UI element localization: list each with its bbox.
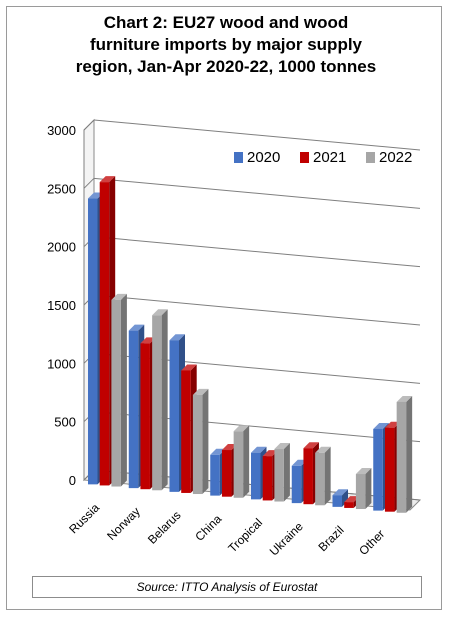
x-tick-label: Belarus (145, 508, 184, 547)
bar-top-norway-2020 (128, 324, 145, 331)
chart-title-line-2: furniture imports by major supply (89, 35, 363, 54)
bar-side-russia-2022 (120, 293, 127, 487)
x-tick-label: China (192, 512, 224, 544)
y-tick-label: 2000 (47, 240, 76, 255)
bar-other-2021 (384, 427, 395, 512)
bar-top-china-2022 (233, 425, 250, 432)
x-tick-label: Brazil (315, 523, 346, 554)
gridline-side (83, 177, 95, 189)
y-tick-label: 0 (69, 473, 76, 488)
legend-swatch-2022 (366, 152, 375, 163)
bar-top-russia-2020 (88, 192, 104, 199)
bar-russia-2020 (88, 198, 98, 485)
bar-brazil-2021 (344, 502, 354, 508)
chart-title: Chart 2: EU27 wood and wood furniture im… (0, 12, 452, 78)
bar-china-2020 (210, 454, 220, 496)
legend-label-2021: 2021 (313, 149, 346, 166)
bar-top-tropical-2022 (274, 443, 290, 450)
x-tick-label: Norway (104, 504, 143, 543)
bar-top-brazil-2021 (344, 496, 360, 503)
bar-top-china-2020 (210, 448, 226, 455)
bar-top-brazil-2022 (355, 468, 372, 475)
chart-title-line-3: region, Jan-Apr 2020-22, 1000 tonnes (75, 57, 377, 76)
gridline (93, 236, 421, 268)
bar-top-tropical-2021 (262, 450, 279, 457)
y-tick-label: 2500 (47, 181, 76, 196)
bar-top-other-2022 (396, 395, 413, 402)
bar-top-tropical-2020 (251, 446, 267, 453)
bar-norway-2021 (140, 343, 150, 490)
x-tick-label: Tropical (225, 516, 265, 556)
x-tick-label: Other (356, 527, 387, 558)
gridline (93, 119, 421, 151)
bar-russia-2022 (111, 299, 121, 487)
bar-side-belarus-2022 (202, 388, 209, 495)
bar-russia-2021 (99, 182, 110, 486)
bar-norway-2022 (152, 315, 162, 491)
bar-top-norway-2022 (152, 309, 168, 316)
bar-top-china-2021 (221, 444, 238, 451)
bar-top-belarus-2021 (181, 364, 197, 371)
bar-tropical-2022 (274, 449, 284, 502)
y-tick-label: 1000 (47, 356, 76, 371)
bar-ukraine-2021 (303, 448, 313, 505)
bar-top-norway-2021 (140, 337, 156, 344)
x-tick-label: Ukraine (267, 519, 306, 558)
bar-side-brazil-2020 (342, 489, 348, 507)
legend-label-2022: 2022 (379, 149, 412, 166)
bar-ukraine-2022 (315, 452, 325, 506)
bar-tropical-2020 (251, 452, 261, 500)
bar-belarus-2020 (169, 340, 179, 492)
bar-top-russia-2021 (99, 176, 116, 183)
bar-side-ukraine-2022 (324, 446, 331, 506)
bar-side-china-2022 (243, 425, 250, 498)
bar-side-norway-2022 (161, 309, 168, 491)
y-tick-label: 1500 (47, 298, 76, 313)
bar-brazil-2022 (355, 474, 366, 510)
bar-norway-2020 (128, 330, 139, 489)
bar-top-ukraine-2020 (291, 459, 308, 466)
bar-top-belarus-2022 (192, 388, 209, 395)
source-note: Source: ITTO Analysis of Eurostat (32, 576, 422, 598)
bar-brazil-2020 (332, 495, 342, 507)
chart-frame (6, 6, 442, 610)
bar-ukraine-2020 (291, 465, 302, 504)
legend-swatch-2020 (234, 152, 243, 163)
bar-other-2020 (373, 428, 383, 511)
y-tick-label: 3000 (47, 123, 76, 138)
bar-china-2022 (233, 431, 244, 498)
bar-china-2021 (221, 450, 232, 497)
bar-top-belarus-2020 (169, 334, 185, 341)
gridline-side (83, 119, 95, 131)
bar-side-other-2022 (406, 395, 413, 513)
bar-top-ukraine-2022 (315, 446, 331, 453)
chart-title-line-1: Chart 2: EU27 wood and wood (103, 13, 349, 32)
bar-top-ukraine-2021 (303, 442, 319, 449)
legend-swatch-2021 (300, 152, 309, 163)
bar-tropical-2021 (262, 456, 273, 501)
bar-side-brazil-2022 (365, 468, 372, 510)
legend-label-2020: 2020 (247, 149, 280, 166)
x-tick-label: Russia (66, 500, 102, 536)
bar-top-russia-2022 (111, 293, 127, 300)
bar-side-tropical-2022 (283, 443, 290, 502)
bar-top-brazil-2020 (332, 489, 348, 496)
bar-top-other-2020 (373, 422, 389, 429)
bar-belarus-2022 (192, 394, 203, 495)
bar-belarus-2021 (181, 370, 191, 493)
y-tick-label: 500 (54, 415, 76, 430)
bar-top-other-2021 (384, 421, 401, 428)
gridline (93, 294, 421, 326)
bar-other-2022 (396, 401, 407, 513)
gridline (93, 177, 421, 209)
